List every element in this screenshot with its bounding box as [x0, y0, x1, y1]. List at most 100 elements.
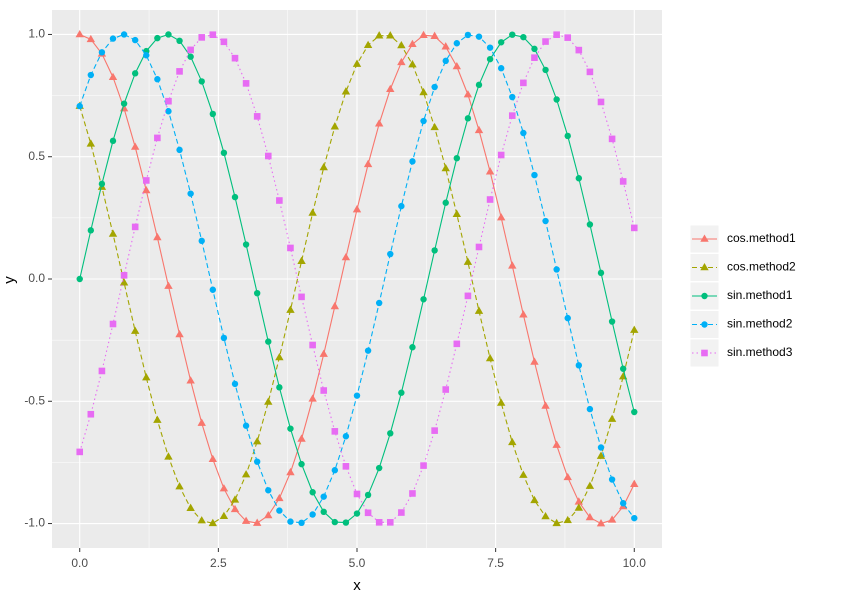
point	[241, 516, 251, 524]
point	[530, 495, 539, 504]
point	[441, 42, 450, 50]
point	[508, 261, 517, 269]
point	[508, 112, 516, 119]
point	[597, 98, 605, 106]
point	[264, 152, 272, 160]
point	[231, 380, 239, 388]
point	[596, 519, 606, 527]
point	[452, 61, 462, 70]
point	[98, 180, 106, 188]
point	[607, 414, 617, 422]
point	[252, 518, 262, 526]
point	[265, 487, 272, 494]
point	[253, 113, 261, 120]
point	[265, 338, 272, 345]
legend-label: sin.method1	[727, 288, 793, 302]
point	[320, 387, 328, 394]
point	[197, 418, 206, 426]
point	[242, 241, 250, 248]
point	[486, 55, 494, 63]
point	[120, 100, 128, 107]
point	[409, 344, 416, 351]
point	[253, 289, 261, 297]
y-tick-label: 1.0	[28, 27, 45, 41]
point	[86, 34, 96, 43]
point	[431, 83, 438, 91]
point	[597, 444, 605, 451]
point	[187, 46, 194, 54]
point	[287, 518, 294, 525]
point	[220, 149, 228, 157]
point	[619, 500, 627, 507]
point	[87, 227, 95, 234]
point	[209, 110, 217, 118]
point	[131, 70, 139, 77]
point	[585, 512, 595, 521]
point	[363, 40, 373, 49]
point	[353, 490, 361, 498]
point	[475, 243, 483, 251]
point	[142, 185, 151, 194]
point	[475, 33, 483, 40]
point	[276, 384, 283, 391]
point	[330, 122, 340, 130]
point	[363, 159, 373, 168]
point	[153, 232, 162, 241]
legend-label: sin.method3	[727, 345, 793, 359]
point	[409, 490, 416, 497]
point	[398, 509, 405, 516]
point	[375, 299, 383, 307]
point	[176, 146, 183, 154]
point	[497, 151, 505, 159]
point	[241, 470, 251, 478]
point	[520, 79, 527, 87]
point	[485, 353, 495, 362]
point	[208, 454, 218, 463]
point	[364, 491, 372, 499]
point	[496, 213, 506, 221]
point	[353, 510, 361, 517]
point	[463, 90, 473, 98]
point	[209, 286, 217, 293]
point	[486, 196, 494, 203]
point	[564, 132, 571, 140]
legend-label: sin.method2	[727, 317, 793, 331]
point	[364, 509, 372, 517]
point	[552, 518, 561, 527]
point	[408, 39, 417, 48]
point	[242, 422, 250, 429]
point	[586, 68, 594, 76]
point	[220, 334, 228, 342]
point	[76, 448, 84, 456]
point	[287, 244, 294, 252]
point	[187, 190, 194, 197]
point	[575, 175, 583, 182]
point	[452, 209, 462, 217]
point	[408, 60, 417, 68]
point	[342, 463, 350, 470]
point	[420, 296, 427, 303]
x-tick-label: 10.0	[623, 556, 647, 570]
point	[464, 292, 472, 300]
legend-symbol	[701, 349, 708, 357]
point	[420, 117, 427, 125]
point	[464, 115, 472, 122]
point	[154, 134, 161, 142]
point	[441, 163, 450, 172]
point	[630, 224, 638, 232]
point	[464, 31, 472, 39]
point	[608, 318, 616, 325]
point	[442, 57, 449, 65]
point	[98, 367, 106, 375]
point	[552, 440, 561, 448]
point	[175, 330, 184, 338]
point	[453, 154, 461, 162]
point	[531, 171, 538, 179]
point	[386, 519, 394, 526]
point	[430, 31, 439, 39]
point	[631, 514, 638, 522]
point	[542, 66, 549, 74]
point	[276, 197, 283, 204]
legend-symbol	[701, 321, 708, 328]
point	[553, 31, 560, 38]
